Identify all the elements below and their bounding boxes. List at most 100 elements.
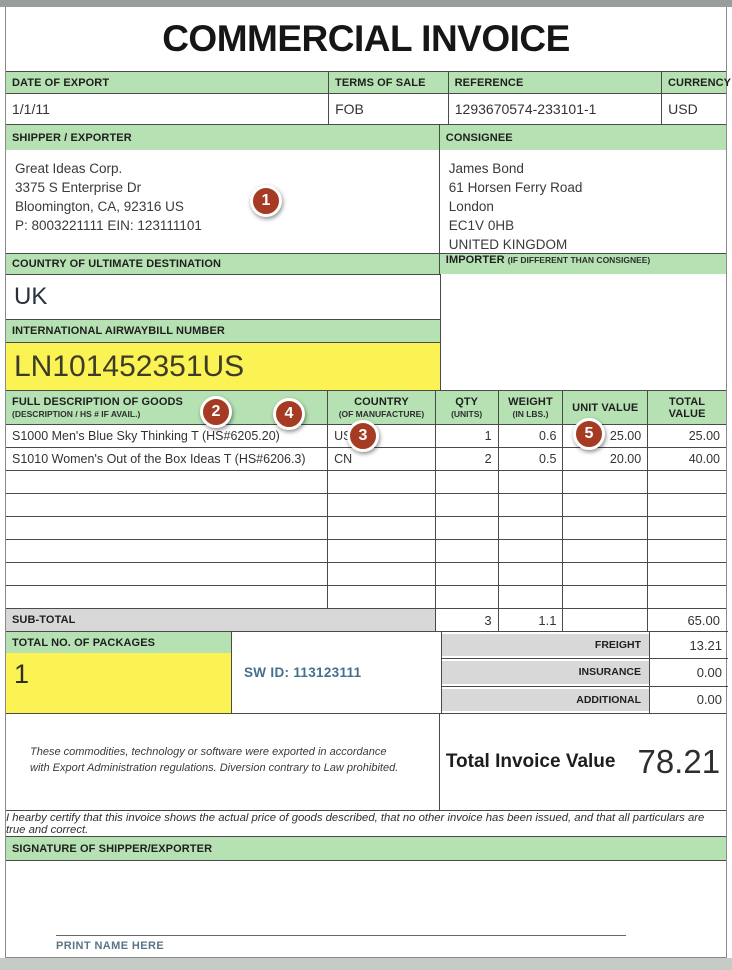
totals-section: These commodities, technology or softwar… bbox=[6, 713, 726, 810]
shipper-line: Bloomington, CA, 92316 US bbox=[15, 199, 184, 214]
item-country: CN bbox=[327, 448, 435, 470]
destination-label-row: COUNTRY OF ULTIMATE DESTINATION IMPORTER… bbox=[6, 253, 726, 274]
annotation-marker-4: 4 bbox=[273, 398, 305, 430]
annotation-marker-2: 2 bbox=[200, 396, 232, 428]
charge-row-insurance: INSURANCE 0.00 bbox=[442, 659, 728, 687]
annotation-marker-5: 5 bbox=[573, 418, 605, 450]
freight-label: FREIGHT bbox=[442, 634, 649, 657]
shipper-address-block: Great Ideas Corp. 3375 S Enterprise Dr B… bbox=[6, 150, 440, 253]
unit-value-header: UNIT VALUE bbox=[572, 401, 639, 414]
item-country: US bbox=[327, 425, 435, 447]
charge-row-additional: ADDITIONAL 0.00 bbox=[442, 686, 728, 713]
consignee-line: UNITED KINGDOM bbox=[448, 237, 568, 252]
bottom-edge-strip bbox=[0, 958, 732, 970]
reference-label: REFERENCE bbox=[454, 76, 524, 89]
empty-item-row bbox=[6, 562, 726, 585]
subtotal-label: SUB-TOTAL bbox=[12, 614, 76, 626]
print-name-label: PRINT NAME HERE bbox=[56, 940, 165, 952]
item-weight: 0.5 bbox=[497, 448, 563, 470]
empty-item-row bbox=[6, 585, 726, 608]
currency-value: USD bbox=[668, 101, 698, 117]
country-of-destination-label: COUNTRY OF ULTIMATE DESTINATION bbox=[12, 258, 222, 270]
shipper-exporter-label: SHIPPER / EXPORTER bbox=[12, 131, 132, 144]
additional-label: ADDITIONAL bbox=[442, 688, 649, 711]
airwaybill-label-bar: INTERNATIONAL AIRWAYBILL NUMBER bbox=[6, 319, 441, 342]
shipper-line: P: 8003221111 EIN: 123111101 bbox=[15, 218, 202, 233]
importer-label-suffix: (IF DIFFERENT THAN CONSIGNEE) bbox=[507, 255, 651, 265]
sw-id-value: SW ID: 113123111 bbox=[231, 631, 441, 713]
weight-header: WEIGHT bbox=[508, 395, 553, 408]
address-row: Great Ideas Corp. 3375 S Enterprise Dr B… bbox=[6, 150, 726, 253]
empty-item-row bbox=[6, 516, 726, 539]
insurance-label: INSURANCE bbox=[442, 661, 649, 684]
description-header: FULL DESCRIPTION OF GOODS bbox=[12, 395, 183, 408]
item-qty: 1 bbox=[434, 425, 498, 447]
item-total-value: 40.00 bbox=[647, 448, 726, 470]
empty-item-row bbox=[6, 539, 726, 562]
consignee-address-block: James Bond 61 Horsen Ferry Road London E… bbox=[440, 150, 726, 253]
terms-of-sale-value: FOB bbox=[335, 101, 364, 117]
date-of-export-value: 1/1/11 bbox=[12, 101, 50, 117]
goods-table-header: FULL DESCRIPTION OF GOODS (DESCRIPTION /… bbox=[6, 390, 726, 424]
consignee-line: 61 Horsen Ferry Road bbox=[448, 180, 583, 195]
signature-label: SIGNATURE OF SHIPPER/EXPORTER bbox=[12, 842, 213, 855]
country-header: COUNTRY bbox=[354, 395, 409, 408]
charge-row-freight: FREIGHT 13.21 bbox=[442, 632, 728, 660]
total-invoice-value: 78.21 bbox=[637, 743, 721, 780]
airwaybill-value: LN101452351US bbox=[6, 342, 441, 390]
consignee-line: EC1V 0HB bbox=[448, 218, 515, 233]
freight-value: 13.21 bbox=[649, 632, 728, 659]
export-compliance-statement: These commodities, technology or softwar… bbox=[6, 714, 440, 810]
item-description: S1010 Women's Out of the Box Ideas T (HS… bbox=[12, 452, 306, 466]
item-unit-value: 20.00 bbox=[562, 448, 647, 470]
insurance-value: 0.00 bbox=[649, 659, 728, 686]
item-unit-value: 25.00 bbox=[562, 425, 647, 447]
page-title: COMMERCIAL INVOICE bbox=[162, 18, 570, 59]
consignee-line: London bbox=[448, 199, 494, 214]
total-packages-label: TOTAL NO. OF PACKAGES bbox=[12, 636, 156, 649]
signature-label-bar: SIGNATURE OF SHIPPER/EXPORTER bbox=[6, 836, 726, 860]
importer-empty-cell bbox=[441, 274, 728, 390]
annotation-marker-3: 3 bbox=[347, 420, 379, 452]
signature-line bbox=[56, 935, 626, 936]
item-total-value: 25.00 bbox=[647, 425, 726, 447]
terms-of-sale-label: TERMS OF SALE bbox=[335, 76, 426, 89]
country-of-destination-value: UK bbox=[6, 274, 441, 319]
country-subheader: (OF MANUFACTURE) bbox=[338, 408, 425, 419]
reference-value: 1293670574-233101-1 bbox=[454, 101, 597, 117]
subtotal-unit-value bbox=[562, 609, 647, 631]
qty-subheader: (UNITS) bbox=[451, 408, 483, 419]
subtotal-qty: 3 bbox=[434, 609, 498, 631]
subtotal-total-value: 65.00 bbox=[647, 609, 726, 631]
item-description: S1000 Men's Blue Sky Thinking T (HS#6205… bbox=[12, 429, 280, 443]
signature-area bbox=[6, 860, 726, 958]
charges-table: FREIGHT 13.21 INSURANCE 0.00 ADDITIONAL … bbox=[441, 631, 728, 713]
shipper-line: Great Ideas Corp. bbox=[15, 161, 123, 176]
party-label-row: SHIPPER / EXPORTER CONSIGNEE bbox=[6, 124, 726, 150]
empty-item-row bbox=[6, 493, 726, 516]
additional-value: 0.00 bbox=[649, 686, 728, 713]
shipper-line: 3375 S Enterprise Dr bbox=[15, 180, 142, 195]
header-value-row: 1/1/11 FOB 1293670574-233101-1 USD bbox=[6, 93, 726, 124]
consignee-label: CONSIGNEE bbox=[445, 131, 513, 144]
subtotal-weight: 1.1 bbox=[497, 609, 563, 631]
certification-statement: I hearby certify that this invoice shows… bbox=[6, 810, 726, 836]
qty-header: QTY bbox=[455, 395, 479, 408]
consignee-line: James Bond bbox=[448, 161, 524, 176]
total-value-header: TOTAL VALUE bbox=[668, 395, 706, 420]
empty-item-row bbox=[6, 470, 726, 493]
annotation-marker-1: 1 bbox=[250, 185, 282, 217]
total-packages-value: 1 bbox=[6, 653, 231, 713]
total-packages-label-bar: TOTAL NO. OF PACKAGES bbox=[6, 631, 231, 653]
airwaybill-label: INTERNATIONAL AIRWAYBILL NUMBER bbox=[12, 325, 225, 337]
item-qty: 2 bbox=[434, 448, 498, 470]
top-edge-strip bbox=[0, 0, 732, 7]
invoice-sheet: COMMERCIAL INVOICE DATE OF EXPORT TERMS … bbox=[5, 7, 731, 958]
header-label-row: DATE OF EXPORT TERMS OF SALE REFERENCE C… bbox=[6, 71, 731, 93]
currency-label: CURRENCY bbox=[667, 76, 732, 89]
item-weight: 0.6 bbox=[497, 425, 563, 447]
title-row: COMMERCIAL INVOICE bbox=[6, 7, 726, 71]
date-of-export-label: DATE OF EXPORT bbox=[12, 76, 110, 89]
description-subheader: (DESCRIPTION / HS # IF AVAIL.) bbox=[12, 408, 141, 419]
